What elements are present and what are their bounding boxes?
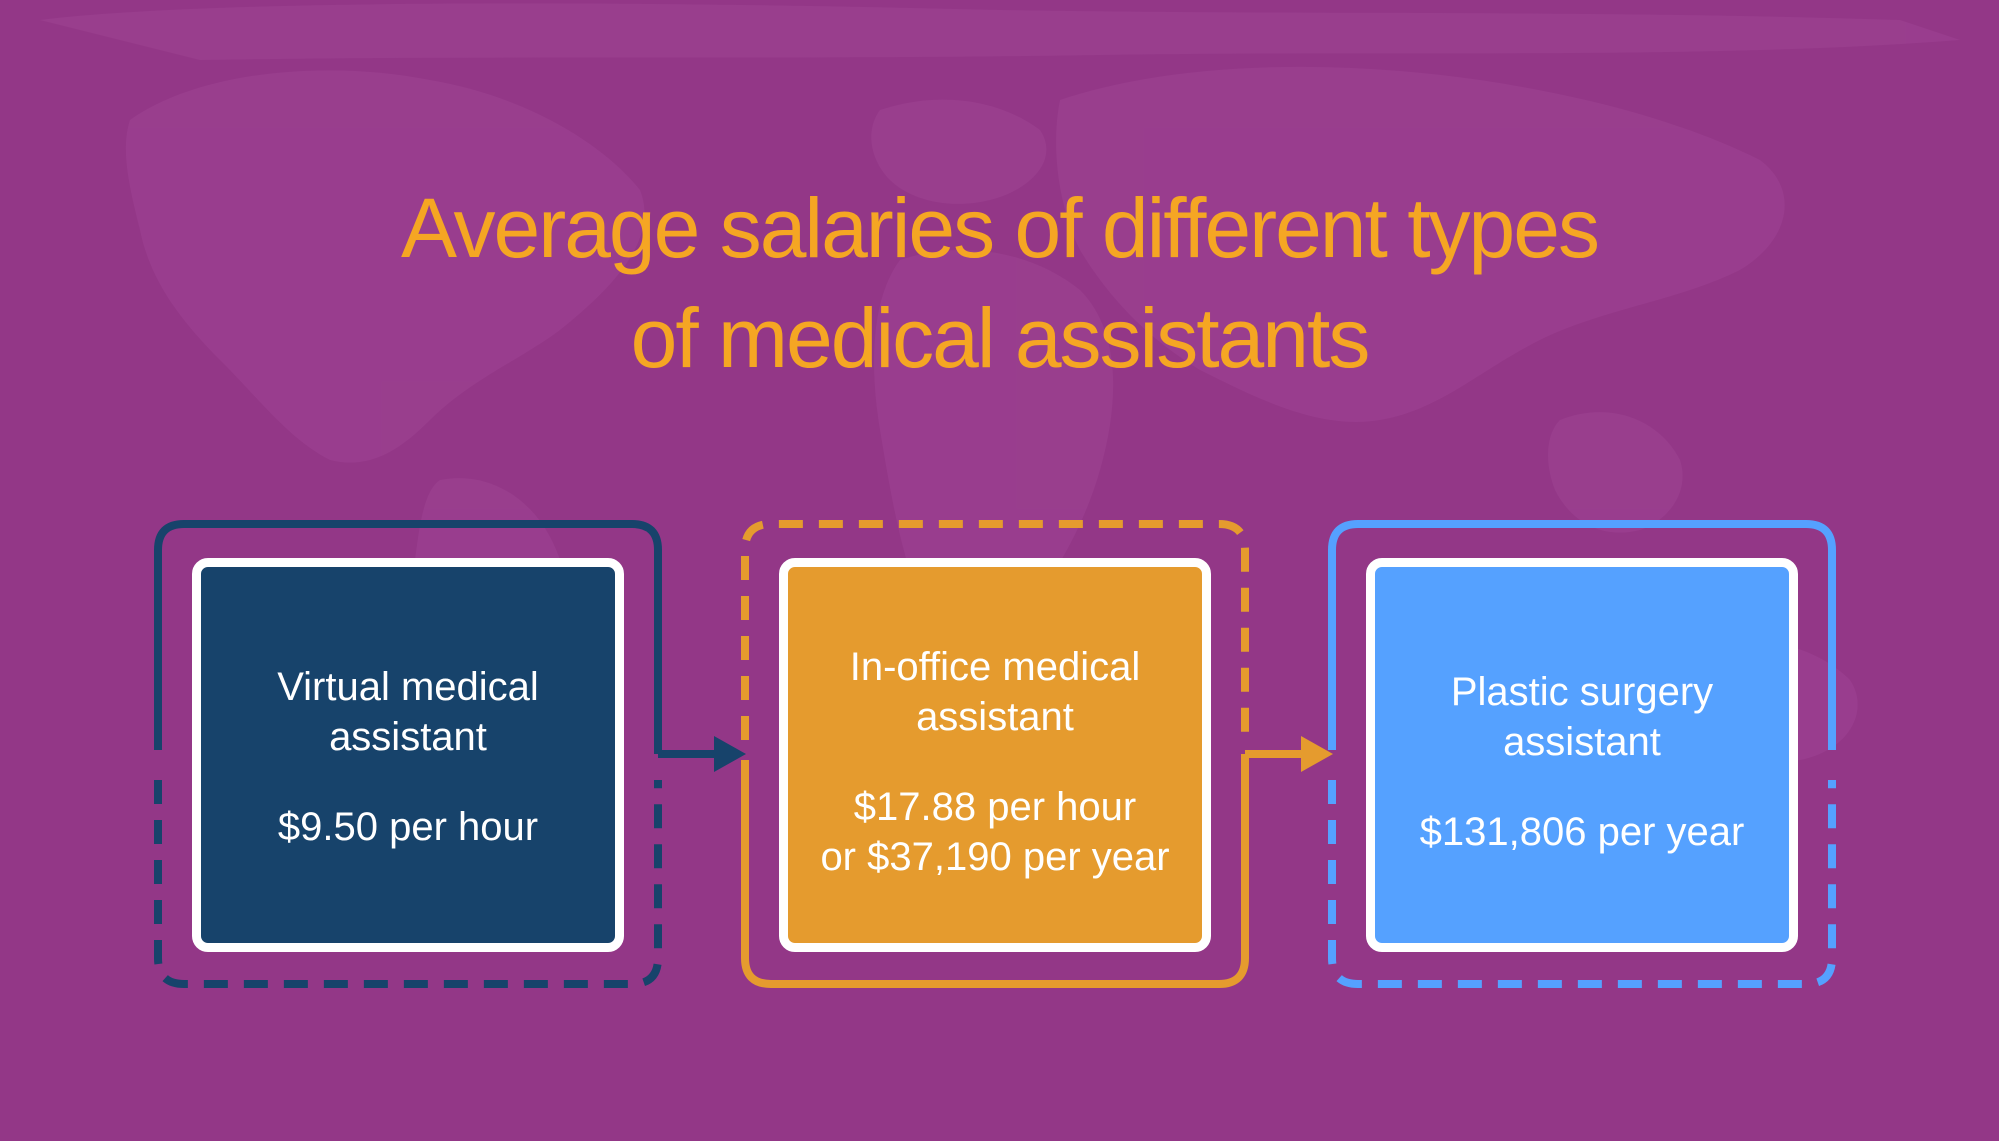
step-pay-line-1: $17.88 per hour bbox=[853, 785, 1137, 829]
frame-step-2-dashed bbox=[741, 520, 1249, 740]
step-role: Virtual medical assistant bbox=[201, 662, 615, 762]
step-pay: $131,806 per year bbox=[1375, 807, 1789, 857]
title-line-1: Average salaries of different types bbox=[401, 181, 1600, 275]
step-card-plastic-surgery: Plastic surgery assistant $131,806 per y… bbox=[1366, 558, 1798, 952]
step-role-line-2: assistant bbox=[329, 715, 487, 759]
step-pay-line-2: or $37,190 per year bbox=[820, 835, 1170, 879]
frame-step-3-solid bbox=[1328, 520, 1836, 750]
step-card-virtual: Virtual medical assistant $9.50 per hour bbox=[192, 558, 624, 952]
step-role-line-1: In-office medical bbox=[849, 645, 1141, 689]
step-role-line-2: assistant bbox=[1503, 720, 1661, 764]
frame-step-3-dashed bbox=[1328, 780, 1836, 988]
frame-step-1-dashed bbox=[154, 780, 662, 988]
step-pay-line-1: $9.50 per hour bbox=[277, 805, 539, 849]
step-role-line-2: assistant bbox=[916, 695, 1074, 739]
title-line-2: of medical assistants bbox=[630, 291, 1371, 385]
arrow-2-to-3-head bbox=[1301, 736, 1333, 772]
step-pay: $17.88 per hour or $37,190 per year bbox=[788, 782, 1202, 882]
step-role: Plastic surgery assistant bbox=[1375, 667, 1789, 767]
step-role: In-office medical assistant bbox=[788, 642, 1202, 742]
step-pay: $9.50 per hour bbox=[201, 802, 615, 852]
frame-step-1-solid bbox=[154, 520, 662, 754]
step-role-line-1: Virtual medical bbox=[277, 665, 539, 709]
arrow-1-to-2-head bbox=[714, 736, 746, 772]
frame-step-2-solid bbox=[741, 754, 1249, 988]
step-role-line-1: Plastic surgery bbox=[1450, 670, 1714, 714]
step-card-in-office: In-office medical assistant $17.88 per h… bbox=[779, 558, 1211, 952]
step-pay-line-1: $131,806 per year bbox=[1419, 810, 1745, 854]
bottom-border bbox=[0, 1141, 1999, 1143]
